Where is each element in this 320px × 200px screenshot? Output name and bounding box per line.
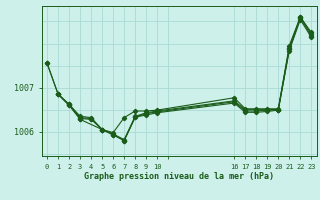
- X-axis label: Graphe pression niveau de la mer (hPa): Graphe pression niveau de la mer (hPa): [84, 172, 274, 181]
